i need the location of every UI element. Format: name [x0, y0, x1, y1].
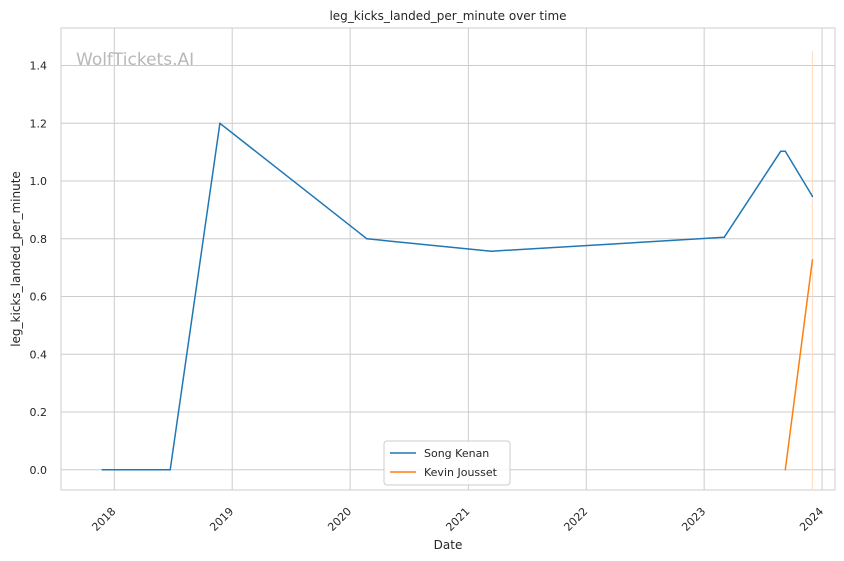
plot-frame — [60, 27, 836, 491]
x-tick-label: 2018 — [89, 505, 118, 534]
y-tick-label: 0.0 — [30, 464, 48, 477]
y-axis-label: leg_kicks_landed_per_minute — [9, 171, 23, 347]
x-tick-label: 2024 — [797, 505, 826, 534]
data-point — [784, 468, 787, 471]
y-tick-label: 0.6 — [30, 291, 48, 304]
x-tick-label: 2019 — [207, 505, 236, 534]
grid-lines — [61, 28, 835, 490]
data-point — [490, 250, 493, 253]
data-point — [169, 468, 171, 471]
x-tick-label: 2021 — [443, 505, 472, 534]
data-point — [366, 237, 368, 240]
y-tick-label: 0.2 — [30, 406, 48, 419]
chart-title: leg_kicks_landed_per_minute over time — [329, 9, 566, 23]
data-point — [811, 195, 814, 198]
x-axis-label: Date — [434, 538, 463, 552]
data-point — [219, 122, 221, 125]
y-tick-label: 1.0 — [30, 175, 48, 188]
legend-box — [383, 440, 511, 486]
y-tick-labels: 0.0 0.2 0.4 0.6 0.8 1.0 1.2 1.4 — [30, 60, 48, 477]
x-tick-labels: 2018 2019 2020 2021 2022 2023 2024 — [89, 505, 826, 534]
series-line-1 — [784, 259, 814, 470]
data-point — [723, 236, 725, 239]
x-tick-label: 2022 — [561, 505, 590, 534]
y-tick-label: 0.8 — [30, 233, 48, 246]
data-point — [784, 150, 787, 153]
x-tick-label: 2020 — [325, 505, 354, 534]
data-point — [779, 150, 782, 153]
y-tick-label: 1.2 — [30, 117, 48, 130]
y-tick-label: 0.4 — [30, 348, 48, 361]
x-tick-label: 2023 — [679, 505, 708, 534]
data-point — [101, 468, 104, 471]
legend-label: Song Kenan — [424, 447, 489, 460]
data-point — [811, 259, 814, 261]
watermark: WolfTickets.AI — [76, 50, 194, 70]
chart-marks — [101, 51, 814, 490]
y-tick-label: 1.4 — [30, 60, 48, 73]
legend-label: Kevin Jousset — [424, 466, 498, 479]
legend: Song Kenan Kevin Jousset — [383, 440, 511, 486]
